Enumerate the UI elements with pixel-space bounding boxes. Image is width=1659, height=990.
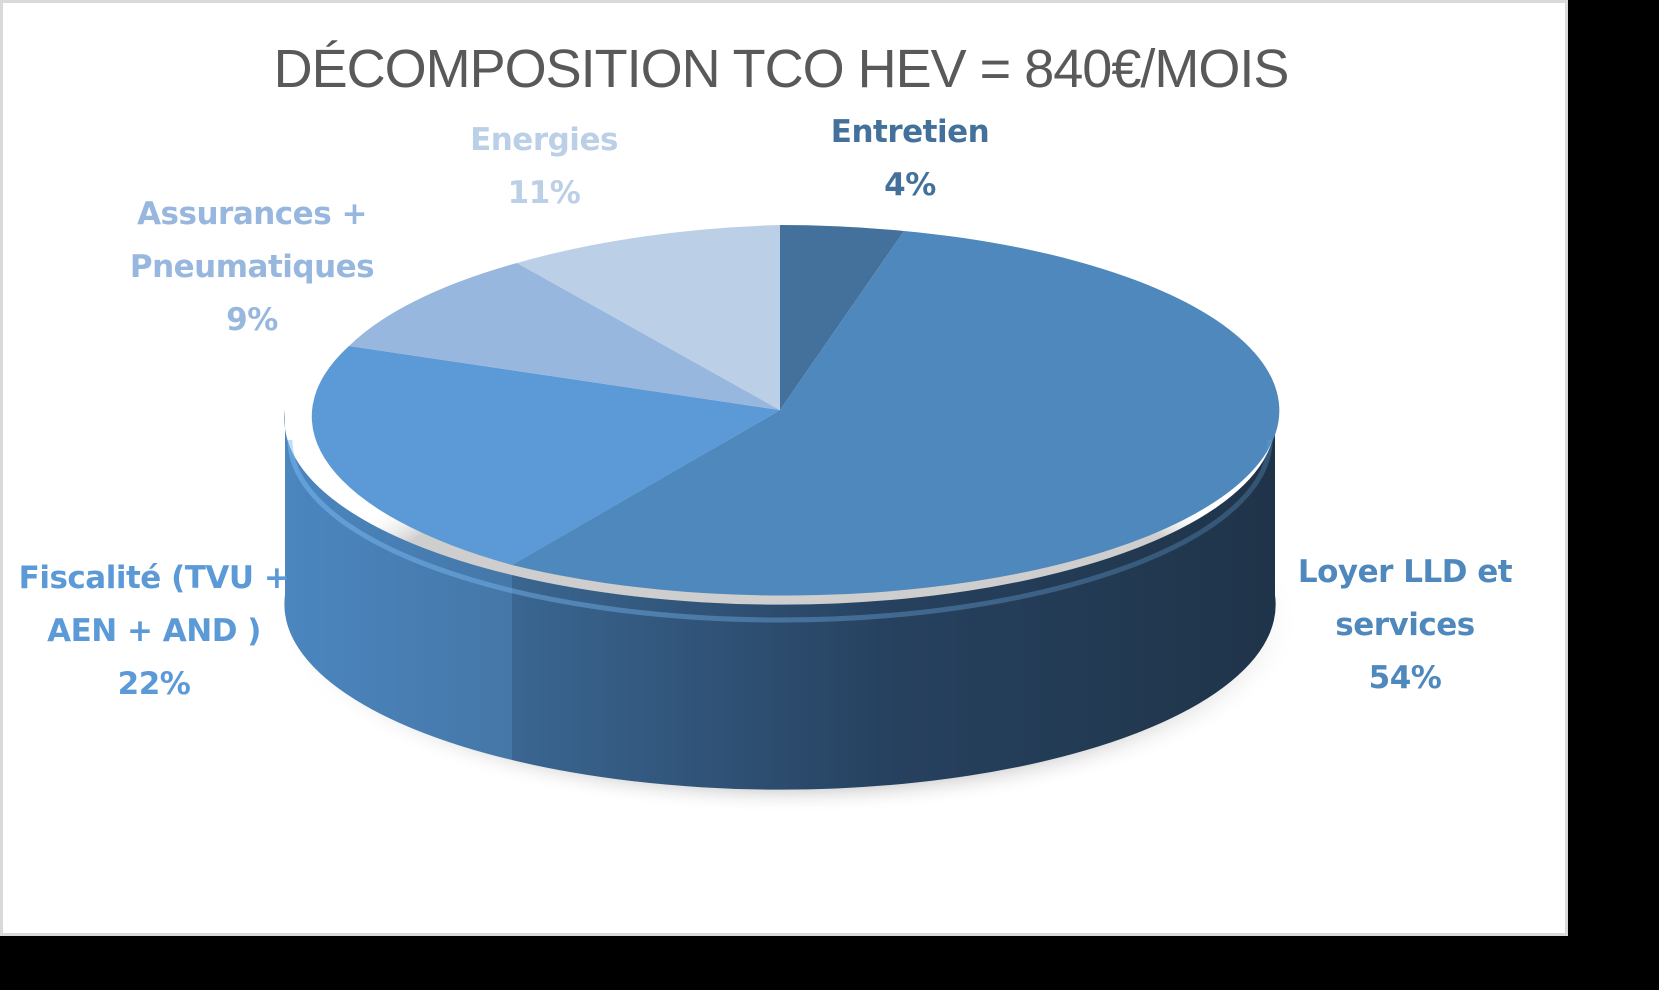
label-fiscalite-line2: AEN + AND ) xyxy=(47,613,261,649)
slice-fiscalite[interactable] xyxy=(311,346,780,565)
label-energies: Energies 11% xyxy=(444,114,644,220)
label-assurances-line1: Assurances + xyxy=(137,196,367,232)
label-assurances-pct: 9% xyxy=(226,302,278,338)
label-assurances-line2: Pneumatiques xyxy=(129,249,375,285)
chart-title: DÉCOMPOSITION TCO HEV = 840€/MOIS xyxy=(273,39,1290,99)
label-loyer-lld: Loyer LLD et services 54% xyxy=(1280,546,1530,705)
label-loyer-line2: services xyxy=(1335,607,1475,643)
slice-assurances-pneumatiques[interactable] xyxy=(349,263,780,410)
label-loyer-line1: Loyer LLD et xyxy=(1297,554,1513,590)
label-energies-pct: 11% xyxy=(507,175,581,211)
label-entretien-name: Entretien xyxy=(830,114,990,150)
label-fiscalite-line1: Fiscalité (TVU + xyxy=(18,560,290,596)
label-fiscalite-pct: 22% xyxy=(117,666,191,702)
slice-side-fiscalite xyxy=(284,410,512,760)
slice-loyer-lld[interactable] xyxy=(512,231,1280,596)
rim-highlight xyxy=(287,439,1273,623)
label-assurances-pneumatiques: Assurances + Pneumatiques 9% xyxy=(102,188,402,347)
label-loyer-pct: 54% xyxy=(1368,660,1442,696)
slice-energies[interactable] xyxy=(517,225,780,410)
label-entretien-pct: 4% xyxy=(884,167,936,203)
slice-side-loyer xyxy=(512,410,1276,790)
label-energies-name: Energies xyxy=(470,122,618,158)
label-entretien: Entretien 4% xyxy=(810,106,1010,212)
label-fiscalite: Fiscalité (TVU + AEN + AND ) 22% xyxy=(4,552,304,711)
slice-entretien[interactable] xyxy=(780,225,904,410)
